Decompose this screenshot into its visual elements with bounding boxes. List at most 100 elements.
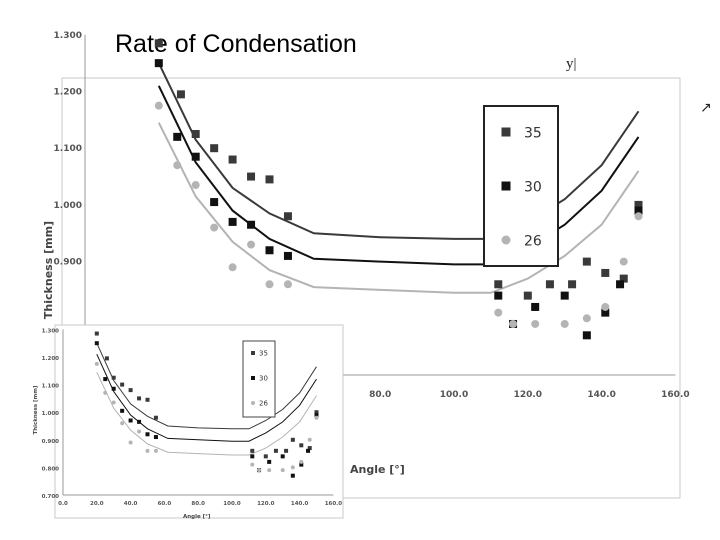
- inset-point-30: [137, 419, 142, 424]
- inset-legend-marker-26: [251, 401, 255, 405]
- main-point-26: [173, 161, 182, 170]
- main-x-tick-label: 100.0: [440, 390, 468, 400]
- inset-point-35: [307, 446, 312, 451]
- inset-point-30: [103, 377, 108, 382]
- main-point-35: [154, 39, 163, 48]
- inset-y-tick-label: 0.800: [42, 466, 60, 472]
- main-point-30: [173, 132, 182, 141]
- main-x-tick-label: 140.0: [587, 390, 615, 400]
- inset-y-tick-label: 0.900: [42, 439, 60, 445]
- main-fit-line-35: [157, 62, 640, 240]
- inset-point-30: [299, 462, 304, 467]
- main-point-30: [154, 59, 163, 68]
- inset-point-35: [299, 443, 304, 448]
- main-point-30: [601, 308, 610, 317]
- inset-point-26: [94, 361, 99, 366]
- main-point-30: [531, 302, 540, 311]
- main-legend-label-30: 30: [524, 179, 542, 195]
- inset-point-35: [284, 448, 289, 453]
- main-point-35: [494, 280, 503, 289]
- main-point-35: [176, 90, 185, 99]
- inset-point-26: [280, 468, 285, 473]
- inset-x-tick-label: 20.0: [90, 501, 104, 507]
- inset-point-26: [314, 415, 319, 420]
- inset-point-26: [250, 462, 255, 467]
- inset-point-35: [250, 448, 255, 453]
- inset-y-tick-label: 0.700: [42, 494, 60, 500]
- inset-point-26: [153, 448, 158, 453]
- main-point-26: [210, 223, 219, 232]
- inset-point-35: [104, 356, 109, 361]
- inset-point-30: [280, 454, 285, 459]
- inset-x-tick-label: 100.0: [223, 501, 241, 507]
- inset-y-tick-label: 1.000: [42, 411, 60, 417]
- inset-point-35: [145, 397, 150, 402]
- inset-y-tick-label: 1.100: [42, 384, 60, 390]
- main-point-35: [619, 274, 628, 283]
- main-legend-marker-30: [501, 181, 511, 191]
- inset-legend-label-26: 26: [259, 400, 268, 408]
- inset-y-axis-label: Thickness [mm]: [33, 385, 39, 435]
- main-point-35: [265, 175, 274, 184]
- main-fit-line-26: [157, 122, 640, 294]
- main-point-26: [283, 280, 292, 289]
- main-point-26: [560, 319, 569, 328]
- main-legend-box: [483, 105, 559, 267]
- inset-point-30: [128, 418, 133, 423]
- main-x-tick-label: 80.0: [369, 390, 391, 400]
- main-point-30: [210, 198, 219, 207]
- inset-y-tick-label: 1.300: [42, 328, 60, 334]
- main-point-26: [601, 302, 610, 311]
- main-point-26: [634, 212, 643, 221]
- inset-point-26: [299, 459, 304, 464]
- inset-x-tick-label: 120.0: [257, 501, 275, 507]
- main-point-35: [210, 144, 219, 153]
- inset-x-tick-label: 0.0: [58, 501, 68, 507]
- main-point-26: [247, 240, 256, 249]
- main-point-30: [265, 246, 274, 255]
- inset-point-30: [94, 341, 99, 346]
- inset-x-tick-label: 160.0: [325, 501, 343, 507]
- inset-point-30: [111, 386, 116, 391]
- inset-point-26: [120, 421, 125, 426]
- inset-point-30: [290, 473, 295, 478]
- main-point-26: [191, 181, 200, 190]
- inset-point-35: [111, 375, 116, 380]
- main-y-tick-label: 1.100: [54, 144, 82, 154]
- main-legend-label-35: 35: [524, 125, 542, 141]
- inset-point-30: [153, 435, 158, 440]
- main-legend-marker-26: [501, 235, 511, 245]
- main-point-30: [616, 280, 625, 289]
- inset-x-axis-label: Angle [°]: [183, 514, 211, 520]
- inset-fit-line-26: [96, 371, 317, 456]
- inset-fit-line-30: [96, 353, 317, 442]
- main-point-35: [283, 212, 292, 221]
- main-point-30: [283, 251, 292, 260]
- inset-y-tick-label: 1.200: [42, 356, 60, 362]
- main-legend-marker-35: [501, 127, 511, 137]
- main-point-35: [228, 155, 237, 164]
- main-x-tick-label: 120.0: [514, 390, 542, 400]
- main-point-30: [191, 152, 200, 161]
- inset-point-35: [314, 410, 319, 415]
- inset-point-26: [290, 465, 295, 470]
- inset-point-30: [120, 408, 125, 413]
- main-y-tick-label: 1.300: [54, 31, 82, 41]
- inset-point-26: [307, 437, 312, 442]
- inset-point-26: [137, 429, 142, 434]
- corner-fragment-text: y|: [566, 56, 577, 72]
- inset-x-tick-label: 60.0: [158, 501, 172, 507]
- inset-chart: 0.0 20.0 40.0 60.0 80.0 100.0 120.0 140.0 160.0 0…: [33, 324, 344, 520]
- main-point-35: [568, 280, 577, 289]
- inset-point-26: [103, 390, 108, 395]
- inset-point-26: [111, 400, 116, 405]
- main-point-30: [560, 291, 569, 300]
- inset-point-35: [273, 448, 278, 453]
- inset-legend-label-30: 30: [259, 375, 268, 383]
- main-x-axis-label: Angle [°]: [350, 463, 405, 476]
- inset-point-26: [145, 448, 150, 453]
- inset-point-35: [290, 437, 295, 442]
- main-point-26: [494, 308, 503, 317]
- main-point-35: [601, 268, 610, 277]
